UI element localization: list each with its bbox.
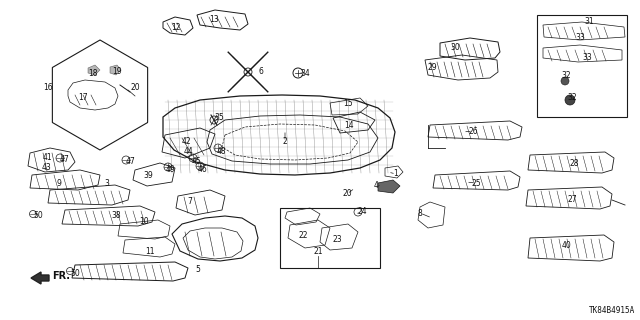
Text: 4: 4 (374, 181, 378, 190)
Text: 6: 6 (259, 68, 264, 76)
Text: 50: 50 (33, 211, 43, 220)
Text: 48: 48 (216, 147, 226, 156)
Circle shape (561, 77, 569, 85)
Text: 10: 10 (139, 218, 149, 227)
Text: 45: 45 (191, 156, 201, 165)
Text: 1: 1 (394, 170, 398, 179)
Polygon shape (378, 180, 400, 193)
Text: 22: 22 (298, 230, 308, 239)
Text: 20: 20 (130, 84, 140, 92)
Text: 2: 2 (283, 138, 287, 147)
Text: 18: 18 (88, 68, 98, 77)
Text: FR.: FR. (52, 271, 70, 281)
Text: 8: 8 (418, 209, 422, 218)
Text: 47: 47 (126, 157, 136, 166)
Text: 12: 12 (172, 22, 180, 31)
Text: 28: 28 (569, 158, 579, 167)
Text: 16: 16 (43, 83, 53, 92)
Text: 14: 14 (344, 122, 354, 131)
Text: 25: 25 (471, 179, 481, 188)
Text: 7: 7 (188, 197, 193, 206)
Text: 35: 35 (214, 114, 224, 123)
Text: 34: 34 (300, 68, 310, 77)
Text: 47: 47 (60, 156, 70, 164)
Text: 41: 41 (42, 154, 52, 163)
Text: 9: 9 (56, 179, 61, 188)
FancyArrow shape (31, 272, 49, 284)
Text: 32: 32 (567, 92, 577, 101)
Text: 31: 31 (584, 18, 594, 27)
Text: 30: 30 (450, 44, 460, 52)
Polygon shape (88, 65, 100, 75)
Text: 27: 27 (567, 196, 577, 204)
Bar (537, 15, 627, 117)
Text: 19: 19 (112, 68, 122, 76)
Text: 3: 3 (104, 180, 109, 188)
Text: 13: 13 (209, 15, 219, 25)
Text: 49: 49 (165, 165, 175, 174)
Text: 43: 43 (41, 163, 51, 172)
Text: 20: 20 (342, 189, 352, 198)
Text: 42: 42 (181, 137, 191, 146)
Text: 11: 11 (145, 246, 155, 255)
Bar (280, 208, 380, 268)
Text: 33: 33 (575, 33, 585, 42)
Text: 44: 44 (183, 148, 193, 156)
Text: 32: 32 (561, 71, 571, 81)
Circle shape (565, 95, 575, 105)
Text: 23: 23 (332, 235, 342, 244)
Text: 15: 15 (343, 100, 353, 108)
Text: 40: 40 (561, 242, 571, 251)
Text: 50: 50 (70, 269, 80, 278)
Text: 21: 21 (313, 247, 323, 257)
Text: 46: 46 (197, 165, 207, 174)
Text: 38: 38 (111, 211, 121, 220)
Text: 17: 17 (78, 93, 88, 102)
Text: 24: 24 (357, 207, 367, 217)
Text: 33: 33 (582, 52, 592, 61)
Text: 39: 39 (143, 171, 153, 180)
Text: 29: 29 (427, 63, 437, 73)
Polygon shape (110, 65, 121, 75)
Text: 26: 26 (468, 126, 478, 135)
Text: 5: 5 (196, 266, 200, 275)
Text: TK84B4915A: TK84B4915A (589, 306, 635, 315)
